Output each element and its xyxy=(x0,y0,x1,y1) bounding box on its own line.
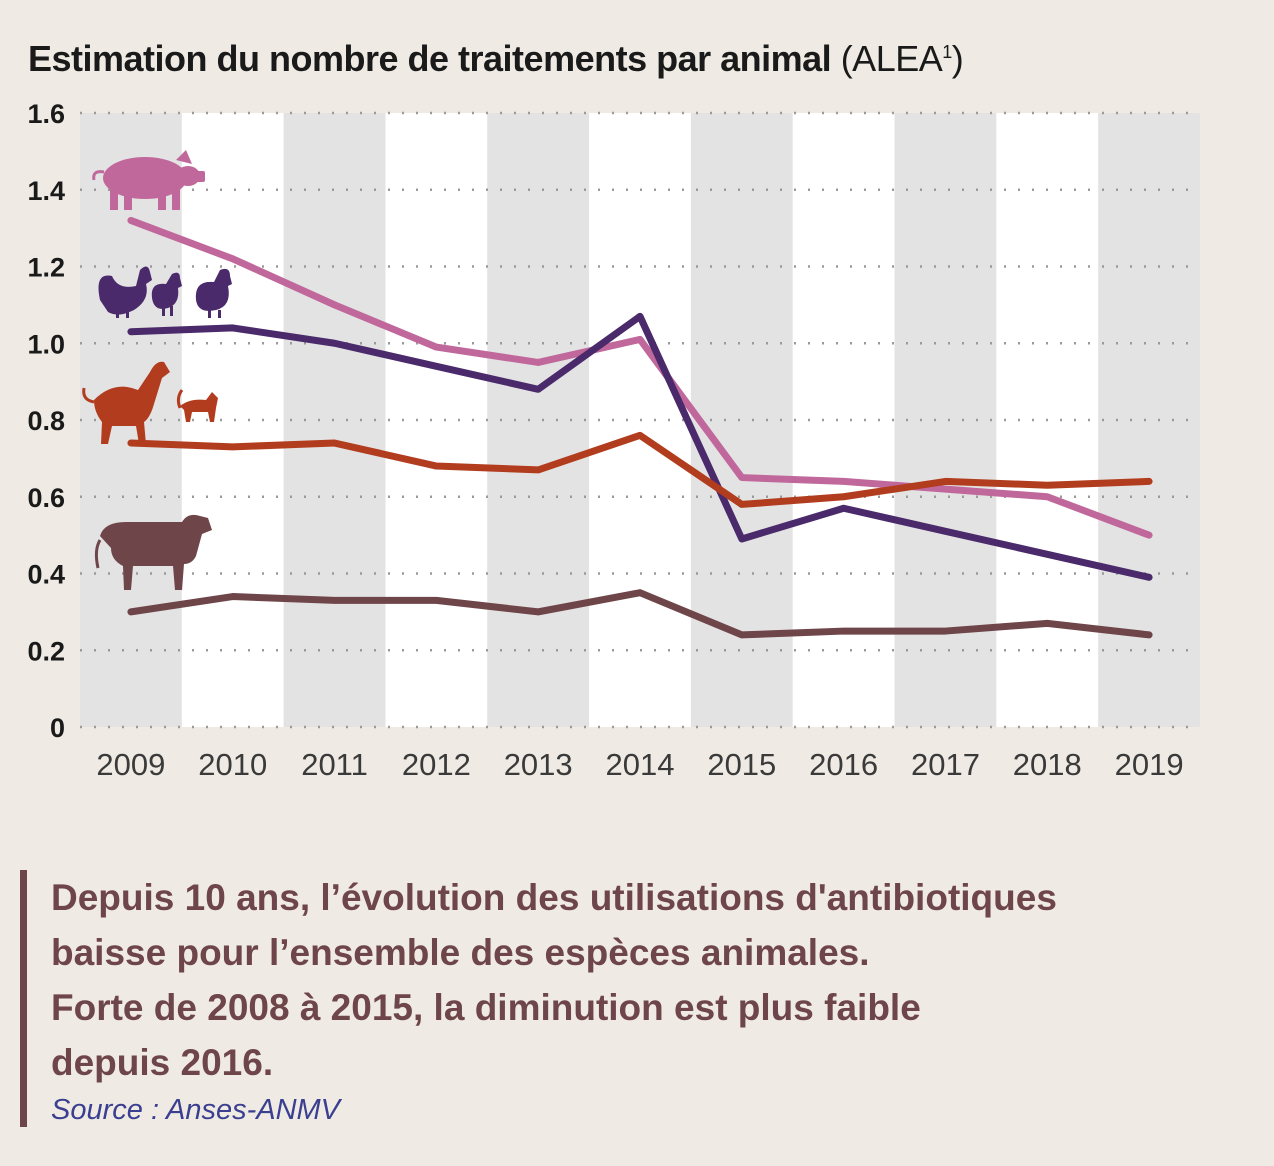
data-point xyxy=(127,608,134,615)
data-point xyxy=(1146,478,1153,485)
data-point xyxy=(433,344,440,351)
data-point xyxy=(331,597,338,604)
data-point xyxy=(229,593,236,600)
chart-bands xyxy=(80,113,1200,727)
x-tick-label: 2016 xyxy=(809,747,878,782)
y-tick-label: 0.8 xyxy=(27,406,65,436)
y-tick-label: 1.6 xyxy=(27,99,65,129)
y-tick-label: 1.4 xyxy=(27,176,65,206)
data-point xyxy=(1044,482,1051,489)
data-point xyxy=(535,359,542,366)
chart-series xyxy=(127,216,1153,639)
data-point xyxy=(840,478,847,485)
line-chart: 00.20.40.60.81.01.21.41.6 2009 2010 2011 20… xyxy=(27,99,1200,782)
data-point xyxy=(229,255,236,262)
data-point xyxy=(637,432,643,439)
data-point xyxy=(637,313,643,320)
x-tick-label: 2015 xyxy=(707,747,776,782)
data-point xyxy=(738,535,745,542)
y-tick-label: 0.2 xyxy=(27,636,65,666)
data-point xyxy=(127,440,134,447)
data-point xyxy=(942,486,949,493)
data-point xyxy=(942,478,949,485)
data-point xyxy=(1044,493,1051,500)
x-tick-label: 2009 xyxy=(96,747,165,782)
data-point xyxy=(942,528,949,535)
data-point xyxy=(1146,631,1153,638)
x-tick-label: 2012 xyxy=(402,747,471,782)
dog-cat-icon xyxy=(82,361,218,444)
data-point xyxy=(738,631,745,638)
data-point xyxy=(637,589,643,596)
data-point xyxy=(1146,532,1153,539)
y-tick-label: 0.4 xyxy=(27,560,65,590)
data-point xyxy=(229,443,236,450)
pig-icon xyxy=(92,150,205,210)
data-point xyxy=(331,301,338,308)
column-band xyxy=(894,113,997,727)
y-tick-label: 0.6 xyxy=(27,483,65,513)
chart-title-suffix: (ALEA1) xyxy=(840,38,964,79)
data-point xyxy=(1146,574,1153,581)
y-tick-label: 1.2 xyxy=(27,253,65,283)
caption-box: Depuis 10 ans, l’évolution des utilisati… xyxy=(20,870,1274,1127)
x-tick-label: 2014 xyxy=(606,747,675,782)
data-point xyxy=(433,597,440,604)
data-point xyxy=(738,474,745,481)
x-tick-label: 2010 xyxy=(198,747,267,782)
source-text: Source : Anses-ANMV xyxy=(51,1094,341,1126)
y-axis: 0 0.2 0.4 0.6 0.8 1.0 1.2 1.4 1.6 xyxy=(27,99,65,743)
data-point xyxy=(127,328,134,335)
data-point xyxy=(433,363,440,370)
y-tick-label: 1.0 xyxy=(27,329,65,359)
column-band xyxy=(181,113,284,727)
column-band xyxy=(283,113,386,727)
chart-title: Estimation du nombre de traitements par … xyxy=(28,38,964,80)
column-band xyxy=(1098,113,1200,727)
x-tick-label: 2011 xyxy=(301,747,368,782)
data-point xyxy=(942,628,949,635)
data-point xyxy=(840,505,847,512)
column-band xyxy=(690,113,793,727)
data-point xyxy=(1044,620,1051,627)
x-tick-label: 2018 xyxy=(1013,747,1082,782)
y-tick-label: 0 xyxy=(50,713,65,743)
data-point xyxy=(229,324,236,331)
x-tick-label: 2013 xyxy=(504,747,573,782)
x-tick-label: 2017 xyxy=(911,747,980,782)
data-point xyxy=(1044,551,1051,558)
data-point xyxy=(535,466,542,473)
data-point xyxy=(535,608,542,615)
x-axis: 2009 2010 2011 2012 2013 2014 2015 2016 2017 2018… xyxy=(96,747,1183,782)
data-point xyxy=(535,386,542,393)
data-point xyxy=(331,440,338,447)
data-point xyxy=(331,340,338,347)
data-point xyxy=(840,628,847,635)
data-point xyxy=(637,336,643,343)
data-point xyxy=(127,217,134,224)
data-point xyxy=(738,501,745,508)
column-band xyxy=(487,113,590,727)
chart-title-main: Estimation du nombre de traitements par … xyxy=(28,38,832,79)
data-point xyxy=(840,493,847,500)
caption-text: Depuis 10 ans, l’évolution des utilisati… xyxy=(51,877,1057,1083)
x-tick-label: 2019 xyxy=(1115,747,1184,782)
cattle-icon xyxy=(94,514,212,590)
poultry-icon xyxy=(98,266,232,318)
data-point xyxy=(433,463,440,470)
